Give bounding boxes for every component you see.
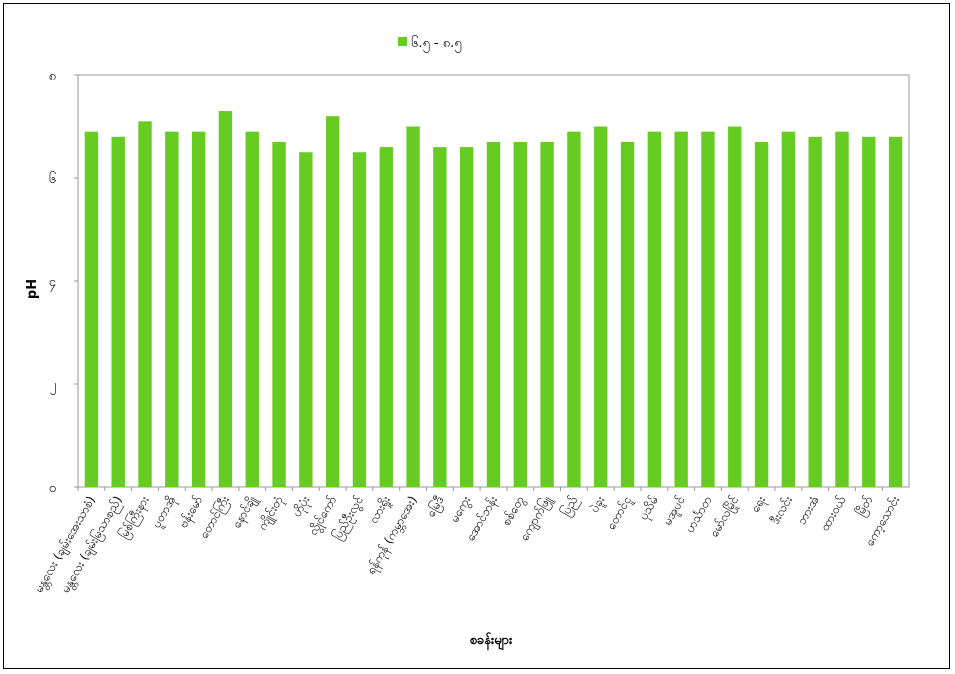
bar (218, 111, 233, 488)
bar (594, 126, 608, 487)
bar (754, 141, 769, 487)
bar (647, 131, 662, 487)
y-tick-label: ၂ (50, 378, 56, 395)
bar (459, 147, 474, 487)
x-tick-label: ထားဝယ် (817, 493, 849, 533)
x-tick-label: မြိတ် (852, 493, 878, 520)
bar (808, 136, 822, 488)
bar (379, 147, 393, 487)
bar (165, 131, 179, 487)
y-tick-label: ၄ (49, 275, 57, 292)
x-tick-label: တောင်ငူ (603, 493, 637, 534)
bar (245, 131, 259, 487)
x-tick-label: ပဲခူး (586, 493, 609, 516)
bar (299, 152, 313, 487)
bar (84, 131, 99, 487)
bar-chart: ၆.၅ - ၈.၅ ၀ ၂ ၄ ၆ ၈ မန္တလေး (ချမ်းအေးသာစံ)မန… (25, 35, 910, 651)
bar (567, 131, 581, 487)
y-tick-label: ၈ (49, 69, 56, 84)
bar (513, 141, 528, 487)
bar (888, 136, 903, 488)
bar (352, 152, 367, 487)
bar (406, 126, 420, 487)
bar (111, 136, 125, 488)
x-axis: မန္တလေး (ချမ်းအေးသာစံ)မန္တလေး (ချမ်းမြသာ… (31, 487, 903, 597)
bar (862, 136, 876, 488)
x-tick-label: ပြည် (556, 493, 583, 520)
bar (138, 121, 152, 487)
x-tick-label: မြေဒီ (422, 493, 449, 521)
bar (486, 141, 501, 487)
bar (701, 131, 715, 487)
x-tick-label: ရန်ကုန် (ကမ္ဘာအေး) (363, 493, 423, 578)
y-tick-label: ၆ (49, 171, 56, 187)
bar (325, 116, 340, 487)
legend-swatch (398, 37, 407, 46)
y-axis: ၀ ၂ ၄ ၆ ၈ (49, 69, 78, 496)
bar (728, 126, 742, 487)
bar (674, 131, 688, 487)
x-tick-label: ပူတာအို (148, 493, 181, 532)
y-tick-label: ၀ (49, 481, 56, 496)
x-tick-label: ဘားအံ (794, 494, 821, 527)
bar (433, 147, 447, 487)
bar (781, 131, 796, 487)
bar (540, 141, 554, 487)
bar (191, 131, 206, 487)
bar (835, 131, 849, 487)
legend: ၆.၅ - ၈.၅ (398, 35, 462, 53)
x-axis-title: စခန်းများ (470, 631, 513, 651)
x-tick-label: ဟိုပုံး (289, 493, 315, 521)
x-tick-label: ပုသိမ် (635, 493, 663, 524)
bars (84, 111, 903, 488)
x-tick-label: ကျိုင်းတုံ (254, 493, 288, 534)
chart-frame: ၆.၅ - ၈.၅ ၀ ၂ ၄ ၆ ၈ မန္တလေး (ချမ်းအေးသာစံ) မန… (3, 3, 950, 669)
y-axis-title: pH (25, 279, 40, 299)
x-tick-label: ဒီးလင်း (767, 493, 795, 527)
bar (620, 141, 635, 487)
x-tick-label: ရေး (748, 494, 771, 517)
bar (272, 141, 286, 487)
legend-label: ၆.၅ - ၈.၅ (411, 35, 462, 53)
